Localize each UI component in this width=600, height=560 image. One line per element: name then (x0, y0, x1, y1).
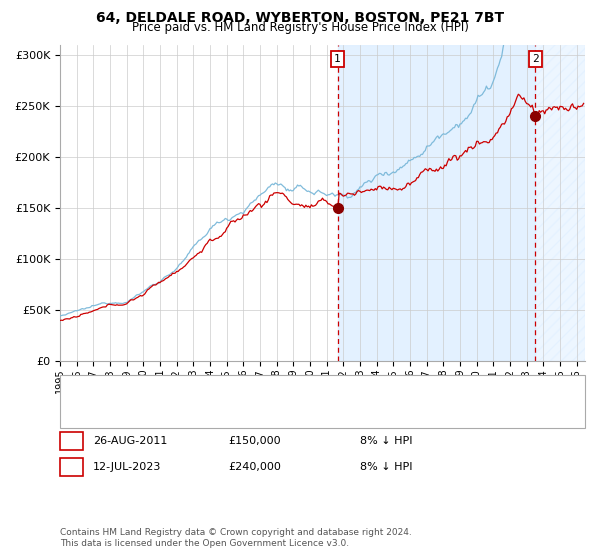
Text: £150,000: £150,000 (228, 436, 281, 446)
Text: 2: 2 (68, 462, 75, 472)
Text: ─────: ───── (69, 409, 107, 422)
Text: Price paid vs. HM Land Registry's House Price Index (HPI): Price paid vs. HM Land Registry's House … (131, 21, 469, 34)
Text: 2: 2 (532, 54, 539, 64)
Bar (535, 45, 585, 361)
Text: 12-JUL-2023: 12-JUL-2023 (93, 462, 161, 472)
Text: HPI: Average price, detached house, Boston: HPI: Average price, detached house, Bost… (105, 410, 334, 420)
Text: 1: 1 (68, 436, 75, 446)
Text: £240,000: £240,000 (228, 462, 281, 472)
Text: 64, DELDALE ROAD, WYBERTON, BOSTON, PE21 7BT: 64, DELDALE ROAD, WYBERTON, BOSTON, PE21… (96, 11, 504, 25)
Text: 8% ↓ HPI: 8% ↓ HPI (360, 462, 413, 472)
Text: ─────: ───── (69, 382, 107, 395)
Text: 1: 1 (334, 54, 341, 64)
Text: 8% ↓ HPI: 8% ↓ HPI (360, 436, 413, 446)
Bar (337, 45, 535, 361)
Text: Contains HM Land Registry data © Crown copyright and database right 2024.
This d: Contains HM Land Registry data © Crown c… (60, 528, 412, 548)
Text: 64, DELDALE ROAD, WYBERTON, BOSTON, PE21 7BT (detached house): 64, DELDALE ROAD, WYBERTON, BOSTON, PE21… (105, 384, 473, 394)
Text: 26-AUG-2011: 26-AUG-2011 (93, 436, 167, 446)
